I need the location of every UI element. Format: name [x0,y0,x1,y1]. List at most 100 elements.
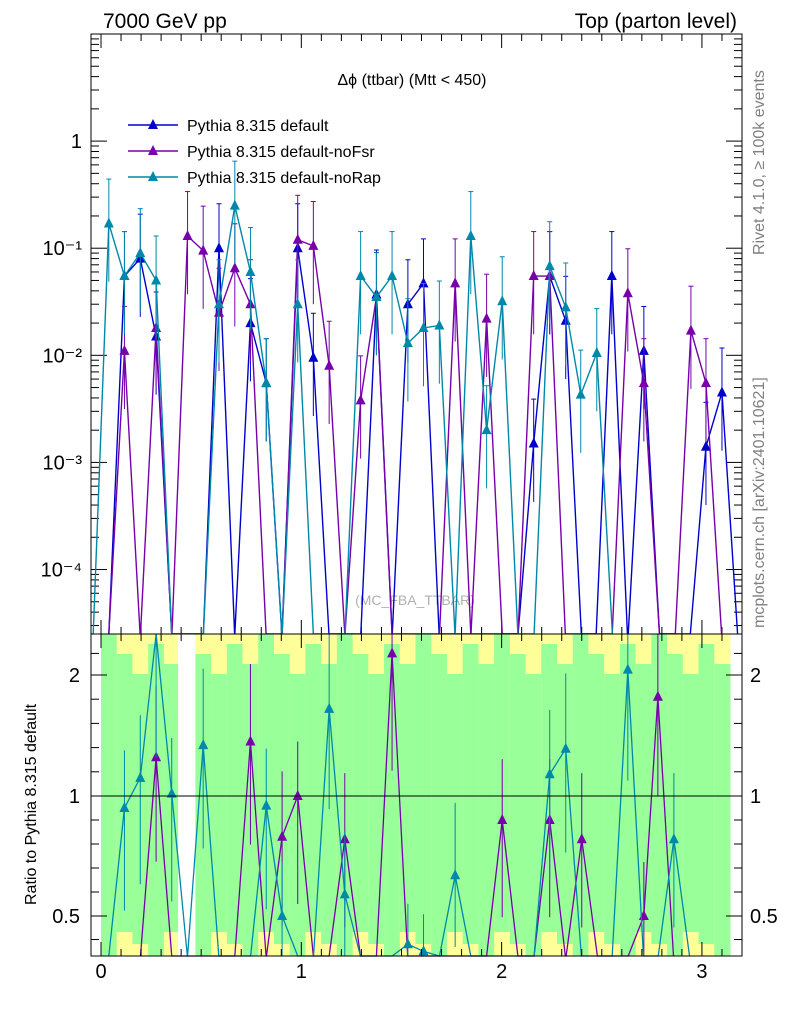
ratio-marker [166,787,177,798]
data-marker [135,247,146,258]
data-marker [544,260,555,271]
legend-item: Pythia 8.315 default [128,118,329,135]
legend-label: Pythia 8.315 default-noRap [187,170,381,187]
ratio-marker [576,833,587,844]
ratio-marker [450,869,461,880]
legend-label: Pythia 8.315 default [187,118,329,135]
y-tick-label: 10⁻⁴ [41,560,82,582]
ratio-frame [90,633,743,957]
data-marker [481,312,492,323]
ratio-band-green [651,634,668,944]
ratio-marker [668,833,679,844]
ratio-marker [339,888,350,899]
ratio-marker [277,910,288,920]
header-left: 7000 GeV pp [103,10,227,33]
data-marker [622,287,633,298]
data-marker [292,233,303,244]
data-marker [103,217,114,228]
ratio-band-green [635,664,652,932]
ratio-marker [324,702,335,713]
ratio-marker [402,938,413,949]
ratio-band-green [101,634,118,956]
ratio-band-green [226,644,244,944]
ratio-band-green [431,654,448,956]
data-marker [355,394,366,405]
data-marker [387,270,398,281]
x-tick-label: 1 [296,961,307,983]
data-marker [465,230,476,241]
data-marker [119,344,130,355]
data-marker [213,298,224,309]
ratio-y-tick-label-right: 2 [750,665,761,687]
data-marker [450,277,461,288]
ratio-series-1 [139,634,675,957]
ratio-band-green [604,674,621,944]
data-marker [198,244,209,255]
ratio-band-green [399,664,416,932]
data-marker [434,319,445,330]
ratio-band-green [211,674,228,932]
data-marker [560,301,571,312]
ratio-band-gap [178,634,196,956]
ratio-band-green [557,664,574,944]
data-marker [716,386,727,397]
main-axis-ticks: 1 10⁻¹ 10⁻² 10⁻³ 10⁻⁴ [41,33,742,634]
ratio-marker [119,802,130,812]
ratio-marker [198,739,209,750]
data-marker [182,230,193,241]
data-marker [528,270,539,281]
data-marker [261,377,272,388]
y-tick-label: 10⁻³ [43,452,83,474]
data-marker [308,239,319,250]
ratio-marker [387,647,398,658]
data-marker [700,377,711,388]
legend-label: Pythia 8.315 default-noFsr [187,144,375,161]
main-series [92,160,739,635]
data-marker [418,321,429,332]
ratio-panel: 0.5 0.5 1 1 2 2 0 1 2 3 [52,633,778,983]
ratio-marker [622,663,633,674]
data-marker [685,324,696,335]
data-marker [638,377,649,388]
ratio-band-green [572,634,589,956]
ratio-marker [292,790,303,800]
ratio-bands [101,634,731,956]
data-marker [700,440,711,451]
data-marker [575,388,586,399]
ratio-band-green [619,644,637,956]
rivet-label: Rivet 4.1.0, ≥ 100k events [751,70,768,255]
data-marker [481,424,492,435]
legend-marker [148,145,158,155]
series-line [92,205,614,635]
ratio-y-tick-label-left: 2 [69,665,80,687]
ratio-band-green [588,654,605,932]
y-tick-label: 10⁻² [43,345,83,367]
ratio-band-green [714,664,731,956]
data-marker [591,347,602,358]
data-marker [151,274,162,285]
ratio-band-green [352,654,369,932]
data-marker [229,199,240,210]
ratio-y-tick-label-right: 0.5 [750,906,778,928]
watermark: (MC_FBA_TTBAR) [355,592,475,608]
ratio-marker [277,830,288,841]
x-tick-label: 2 [496,961,507,983]
x-tick-label: 3 [696,961,707,983]
ratio-marker [261,799,272,810]
x-tick-label: 0 [95,961,106,983]
ratio-y-tick-label-left: 1 [69,786,80,808]
data-marker [119,270,130,281]
ratio-marker [560,742,571,753]
legend-item: Pythia 8.315 default-noRap [128,170,381,187]
ratio-y-tick-label-left: 0.5 [52,906,80,928]
ratio-marker [652,690,663,701]
ratio-marker [245,735,256,746]
ratio-band-green [415,634,432,944]
ratio-band-green [682,674,700,932]
main-panel: 1 10⁻¹ 10⁻² 10⁻³ 10⁻⁴ Δϕ (ttbar) (Mtt < 450)… [41,33,743,635]
series-line [108,234,723,635]
ratio-marker [544,768,555,779]
ratio-band-green [368,674,385,944]
series-2 [108,191,723,635]
